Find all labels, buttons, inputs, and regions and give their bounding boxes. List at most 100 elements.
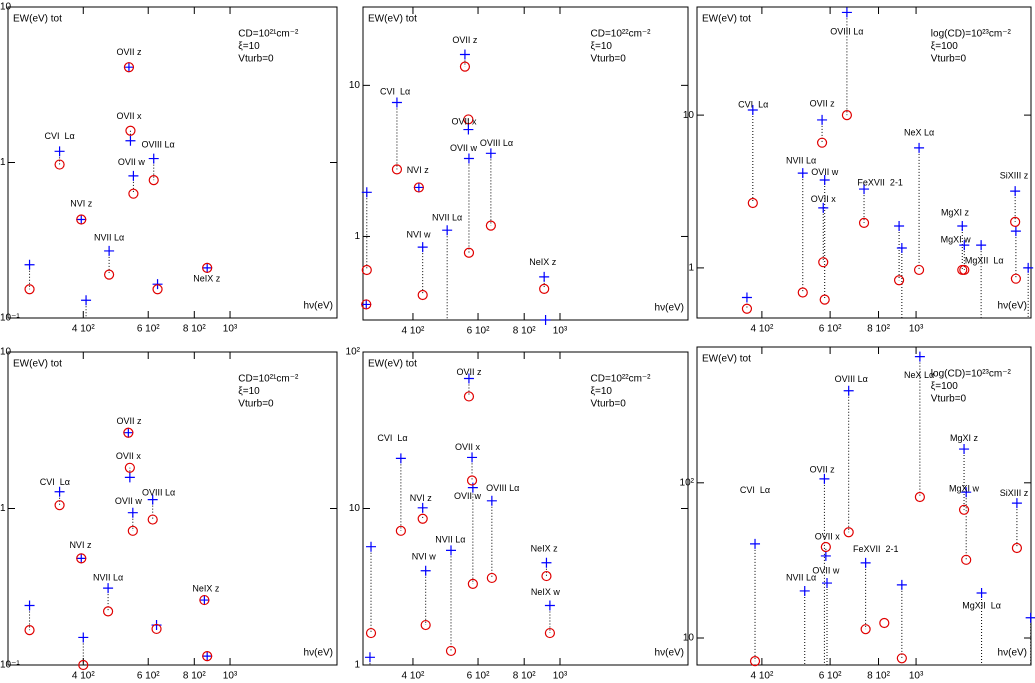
line-label: CVI Lα [380,87,410,97]
circle-marker [152,284,163,295]
line-label: OVII z [810,464,836,474]
y-tick-label: 10⁻¹ [0,660,20,671]
circle-marker [24,625,35,636]
circle-marker [128,188,139,199]
circle-marker [486,572,497,584]
line-label: OVII z [452,35,478,45]
circle-marker [463,247,475,258]
plus-marker [147,494,158,505]
info-text: CD=10²¹cm⁻² [238,374,299,385]
circle-marker [913,264,925,276]
circle-marker [485,220,496,231]
info-text: CD=10²²cm⁻² [591,374,652,385]
info-text: ξ=10 [591,386,613,397]
plus-marker [199,595,210,606]
plus-marker [819,473,830,484]
x-tick-label: 8 10² [183,671,206,682]
plus-marker [544,600,555,611]
y-axis-label: EW(eV) tot [368,359,417,370]
circle-marker [749,655,761,667]
line-label: OVII z [810,99,836,109]
plot-frame [362,351,689,666]
line-label: MgXI w [949,484,980,494]
x-tick-label: 4 10² [402,671,425,682]
plus-marker [127,507,138,518]
line-label: NeX Lα [904,370,934,380]
circle-marker [959,264,970,276]
line-label: CVI Lα [377,433,407,443]
circle-marker [541,570,552,582]
circle-marker [148,175,159,186]
y-tick-label: 10⁻¹ [0,313,20,324]
plus-marker [860,557,871,568]
plus-marker [959,444,970,455]
x-tick-label: 10³ [909,324,924,335]
line-label: NeIX z [531,544,559,554]
plus-marker [822,578,832,589]
circle-marker [466,475,478,486]
line-label: CVI Lα [40,477,70,487]
plus-marker [961,487,972,498]
x-axis-label: hν(eV) [304,301,333,312]
plus-marker [843,385,854,396]
plus-marker [463,373,474,384]
plot-frame [362,6,689,321]
info-text: Vturb=0 [931,54,967,65]
circle-marker [24,284,35,295]
line-label: MgXI z [950,433,979,443]
plus-marker [817,114,828,125]
circle-marker [1011,542,1023,554]
plus-marker [24,259,35,270]
info-text: ξ=10 [238,41,260,52]
x-tick-label: 4 10² [72,671,95,682]
plus-marker [467,482,478,493]
y-tick-label: 10 [349,503,361,514]
x-tick-label: 6 10² [819,324,842,335]
circle-marker [860,624,871,635]
line-label: OVIII Lα [141,140,174,150]
line-label: OVII x [116,111,142,121]
plus-marker [463,124,474,135]
line-label: SiXIII z [1000,170,1029,180]
plus-marker [859,184,870,195]
plus-marker [820,550,831,561]
line-label: OVII x [811,194,837,204]
circle-marker [914,491,925,503]
x-tick-label: 4 10² [750,324,773,335]
plus-marker [76,553,87,564]
line-label: OVII w [115,496,143,506]
circle-marker [76,214,87,225]
line-label: NVII Lα [93,572,123,582]
info-text: log(CD)=10²³cm⁻² [931,29,1012,40]
circle-marker [124,462,135,473]
circle-marker [78,659,89,671]
line-label: FeXVII 2-1 [857,177,903,187]
plus-marker [959,240,970,251]
x-tick-label: 8 10² [183,324,206,335]
plus-marker [485,148,496,159]
plus-marker [420,565,431,576]
x-tick-label: 8 10² [513,671,536,682]
x-tick-label: 4 10² [402,326,425,337]
circle-marker [413,182,424,193]
y-tick-label: 1 [354,231,360,242]
circle-marker [102,606,114,617]
circle-marker [417,289,428,301]
line-label: OVII w [454,491,482,501]
plus-marker [1025,612,1035,623]
circle-marker [395,525,406,536]
y-tick-label: 10 [683,633,695,644]
circle-marker [420,619,431,631]
y-tick-label: 10² [346,347,361,358]
line-label: CVI Lα [738,100,768,110]
circle-marker [896,653,907,664]
circle-marker [127,525,138,536]
line-label: OVII w [812,565,840,575]
info-text: ξ=100 [931,41,958,52]
info-text: Vturb=0 [238,399,274,410]
y-tick-label: 1 [0,157,6,168]
info-text: ξ=10 [238,386,260,397]
line-label: NeIX w [531,587,561,597]
y-tick-label: 10 [0,2,12,13]
circle-marker [741,303,753,314]
